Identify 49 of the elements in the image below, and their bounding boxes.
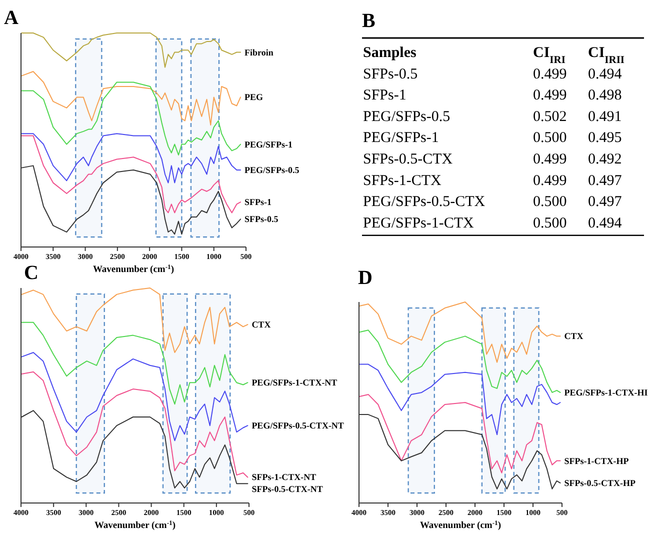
series-label: PEG/SFPs-1-CTX-HI (564, 387, 648, 398)
data-label: 0.491 (588, 108, 622, 125)
series-label: SFPs-0.5-CTX-HP (564, 478, 636, 488)
text: CI$_{IRII}$ (588, 45, 625, 66)
data-label: 0.500 (533, 194, 567, 210)
series-label: SFPs-1-CTX-HP (564, 456, 630, 466)
text: B (362, 10, 376, 32)
series-label: PEG/SFPs-1 (244, 139, 294, 150)
data-label: 0.498 (588, 88, 622, 104)
data-label: 0.495 (588, 130, 622, 146)
data-label: 0.499 (533, 88, 567, 104)
series-label: SFPs-1-CTX-NT (252, 472, 316, 482)
x-axis-title: Wavenumber (cm$^{-1}$) (92, 264, 174, 275)
data-label: 0.499 (533, 152, 567, 168)
chart-title: D (358, 267, 372, 289)
x-axis-title: Wavenumber (cm$^{-1}$) (420, 520, 502, 531)
data-label: 0.502 (533, 108, 567, 125)
data-label: 0.500 (533, 215, 567, 232)
series-label: CTX (564, 331, 584, 342)
series-label: Fibroin (244, 47, 274, 58)
category-label: SFPs-1-CTX (363, 172, 442, 189)
data-label: 0.494 (588, 66, 622, 82)
text: Samples (363, 45, 417, 61)
category-label: PEG/SFPs-0.5-CTX (363, 194, 486, 210)
series-label: PEG/SFPs-0.5 (244, 164, 300, 175)
data-label: 0.497 (588, 172, 622, 189)
category-label: PEG/SFPs-1-CTX (363, 215, 474, 232)
data-label: 0.497 (588, 194, 622, 210)
series-label: SFPs-0.5-CTX-NT (252, 484, 323, 494)
x-axis-title: Wavenumber (cm$^{-1}$) (94, 520, 176, 531)
data-label: 0.500 (533, 130, 567, 146)
series-label: PEG/SFPs-0.5-CTX-NT (252, 420, 344, 431)
category-label: SFPs-0.5 (363, 66, 418, 82)
series-label: SFPs-1 (244, 197, 272, 208)
series-label: SFPs-0.5 (244, 214, 279, 224)
chart-title: C (24, 262, 38, 284)
data-label: 0.499 (533, 66, 567, 82)
category-label: SFPs-1 (363, 88, 406, 104)
text: CI$_{IRI}$ (533, 45, 566, 66)
category-label: PEG/SFPs-1 (363, 130, 439, 146)
series-label: PEG/SFPs-1-CTX-NT (252, 378, 338, 388)
category-label: SFPs-0.5-CTX (363, 152, 453, 168)
data-label: 0.499 (533, 172, 567, 189)
series-label: CTX (252, 320, 272, 330)
series-label: PEG (244, 92, 264, 102)
category-label: PEG/SFPs-0.5 (363, 108, 450, 125)
data-label: 0.494 (588, 215, 622, 232)
data-label: 0.492 (588, 152, 622, 168)
chart-title: A (4, 7, 19, 29)
